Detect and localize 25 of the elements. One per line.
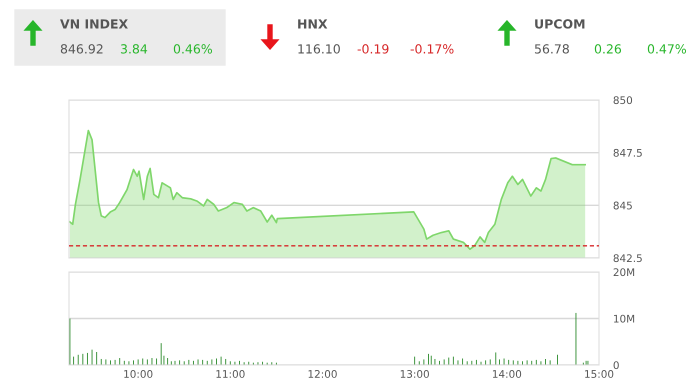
text: 3.84 [120, 44, 148, 54]
x-tick-label: 14:00 [492, 370, 522, 378]
y-tick-label: 847.5 [614, 148, 642, 157]
text: -0.17% [410, 44, 454, 54]
text: 0.26 [594, 44, 622, 54]
x-tick-label: 11:00 [216, 370, 245, 378]
text: 0.47% [648, 44, 686, 54]
y-tick-label: 20M [614, 268, 634, 276]
y-tick-label: 0 [614, 361, 619, 370]
y-tick-label: 10M [614, 314, 634, 323]
x-tick-label: 13:00 [400, 370, 429, 378]
text: VN INDEX [60, 19, 128, 28]
text: -0.19 [358, 44, 388, 54]
text: HNX [298, 19, 328, 28]
x-tick-label: 12:00 [308, 370, 337, 378]
y-tick-label: 850 [614, 96, 632, 104]
y-tick-label: 845 [614, 202, 632, 210]
text: 116.10 [298, 44, 340, 54]
x-tick-label: 15:00 [585, 370, 614, 378]
text: 56.78 [534, 44, 569, 54]
text: 0.46% [174, 44, 212, 54]
y-tick-label: 842.5 [614, 254, 642, 262]
text: 846.92 [60, 44, 102, 54]
x-tick-label: 10:00 [124, 370, 152, 378]
text: UPCOM [535, 19, 584, 29]
